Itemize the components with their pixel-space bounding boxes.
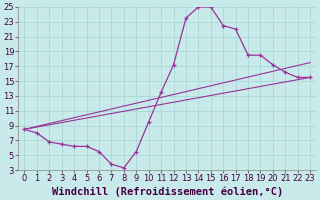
X-axis label: Windchill (Refroidissement éolien,°C): Windchill (Refroidissement éolien,°C) [52,186,283,197]
